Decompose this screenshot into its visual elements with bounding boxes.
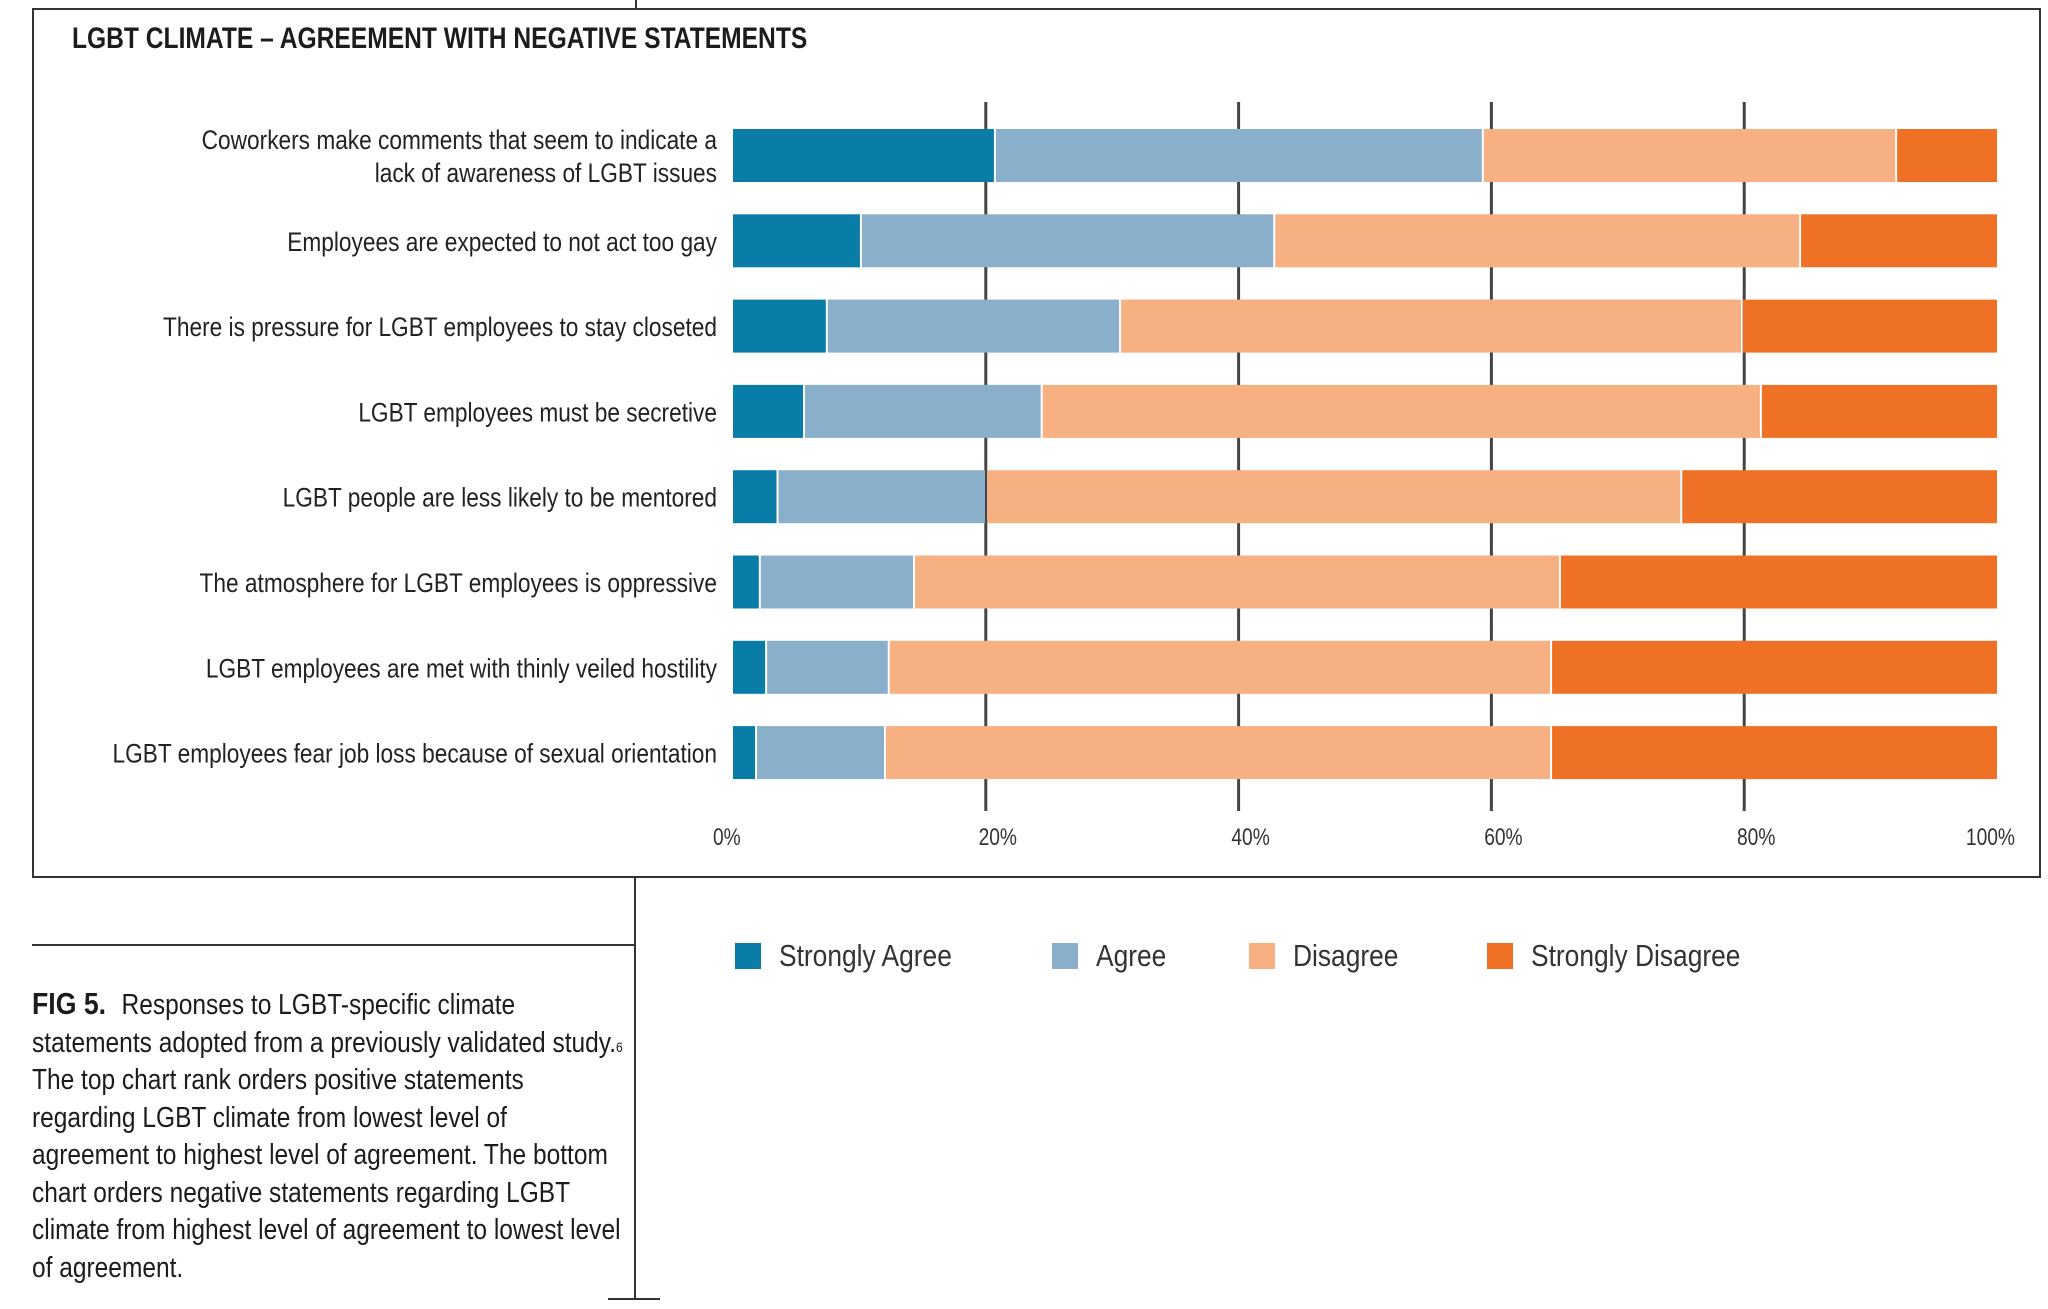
- legend-label: Strongly Disagree: [1531, 938, 1741, 973]
- x-axis-tick-labels: 0% 20% 40% 60% 80% 100%: [713, 823, 2015, 851]
- column-divider: [634, 878, 636, 1300]
- bars: [733, 129, 1997, 780]
- legend-label: Disagree: [1293, 938, 1399, 973]
- bar-segment-strongly-disagree: [1682, 470, 1997, 524]
- bar-segment-strongly-agree: [733, 555, 759, 609]
- bar-segment-strongly-disagree: [1742, 299, 1997, 353]
- figure-caption: FIG 5. Responses to LGBT-specific climat…: [32, 985, 623, 1287]
- figure-label: FIG 5.: [32, 986, 107, 1021]
- category-label: Coworkers make comments that seem to ind…: [202, 125, 717, 155]
- bar-segment-disagree: [1483, 129, 1896, 182]
- bar-segment-agree: [767, 640, 888, 694]
- legend: Strongly Agree Agree Disagree Strongly D…: [735, 938, 1848, 974]
- bar-segment-agree: [760, 555, 914, 609]
- caption-rule: [32, 944, 636, 946]
- bar-segment-strongly-agree: [733, 726, 756, 780]
- legend-label: Agree: [1096, 938, 1167, 973]
- legend-label: Strongly Agree: [779, 938, 952, 973]
- bar-segment-disagree: [889, 640, 1551, 694]
- category-label: Employees are expected to not act too ga…: [287, 227, 717, 257]
- bar-segment-agree: [778, 470, 986, 524]
- legend-item-disagree: Disagree: [1249, 938, 1417, 974]
- frame-connector: [635, 0, 637, 8]
- bar-segment-disagree: [1275, 214, 1800, 268]
- bar-chart: Coworkers make comments that seem to ind…: [113, 102, 2015, 851]
- x-tick-label: 80%: [1737, 823, 1775, 851]
- divider-foot: [608, 1298, 660, 1300]
- bar-segment-strongly-disagree: [1761, 384, 1997, 438]
- bar-segment-disagree: [1121, 299, 1741, 353]
- caption-text: Responses to LGBT-specific climate state…: [32, 989, 617, 1059]
- x-tick-label: 20%: [979, 823, 1017, 851]
- bar-segment-agree: [757, 726, 884, 780]
- legend-swatch: [1249, 943, 1276, 969]
- bar-segment-strongly-agree: [733, 470, 777, 524]
- category-label: The atmosphere for LGBT employees is opp…: [200, 568, 717, 598]
- bar-segment-strongly-disagree: [1897, 129, 1997, 182]
- category-label: There is pressure for LGBT employees to …: [163, 312, 717, 342]
- bar-segment-strongly-disagree: [1552, 726, 1997, 780]
- bar-segment-disagree: [915, 555, 1559, 609]
- bar-segment-strongly-agree: [733, 299, 826, 353]
- bar-segment-strongly-agree: [733, 129, 994, 182]
- bar-segment-agree: [995, 129, 1482, 182]
- x-tick-label: 40%: [1231, 823, 1269, 851]
- legend-swatch: [1052, 943, 1079, 969]
- x-tick-label: 0%: [713, 823, 741, 851]
- bar-segment-agree: [827, 299, 1120, 353]
- footnote-ref[interactable]: 6: [616, 1038, 623, 1055]
- bar-segment-strongly-disagree: [1560, 555, 1997, 609]
- bar-segment-agree: [861, 214, 1274, 268]
- category-label: LGBT people are less likely to be mentor…: [283, 483, 717, 513]
- bar-segment-strongly-agree: [733, 640, 766, 694]
- caption-text-continued: The top chart rank orders positive state…: [32, 1064, 621, 1284]
- bar-segment-disagree: [987, 470, 1681, 524]
- legend-item-strongly-agree: Strongly Agree: [735, 938, 982, 974]
- category-label: LGBT employees must be secretive: [358, 398, 717, 428]
- bar-segment-strongly-disagree: [1801, 214, 1997, 268]
- bar-segment-strongly-agree: [733, 214, 860, 268]
- category-labels: Coworkers make comments that seem to ind…: [113, 125, 718, 769]
- category-label: LGBT employees fear job loss because of …: [113, 739, 717, 769]
- category-label: LGBT employees are met with thinly veile…: [206, 653, 718, 683]
- x-tick-label: 100%: [1966, 823, 2015, 851]
- category-label: lack of awareness of LGBT issues: [375, 158, 717, 188]
- chart-title: LGBT CLIMATE – AGREEMENT WITH NEGATIVE S…: [72, 22, 808, 55]
- bar-segment-disagree: [885, 726, 1551, 780]
- bar-segment-disagree: [1042, 384, 1760, 438]
- legend-swatch: [1487, 943, 1514, 969]
- bar-segment-strongly-agree: [733, 384, 804, 438]
- legend-item-agree: Agree: [1052, 938, 1179, 974]
- gridlines: [984, 102, 1746, 811]
- bar-segment-strongly-disagree: [1552, 640, 1997, 694]
- x-tick-label: 60%: [1484, 823, 1522, 851]
- bar-segment-agree: [805, 384, 1041, 438]
- legend-swatch: [735, 943, 761, 969]
- legend-item-strongly-disagree: Strongly Disagree: [1487, 938, 1777, 974]
